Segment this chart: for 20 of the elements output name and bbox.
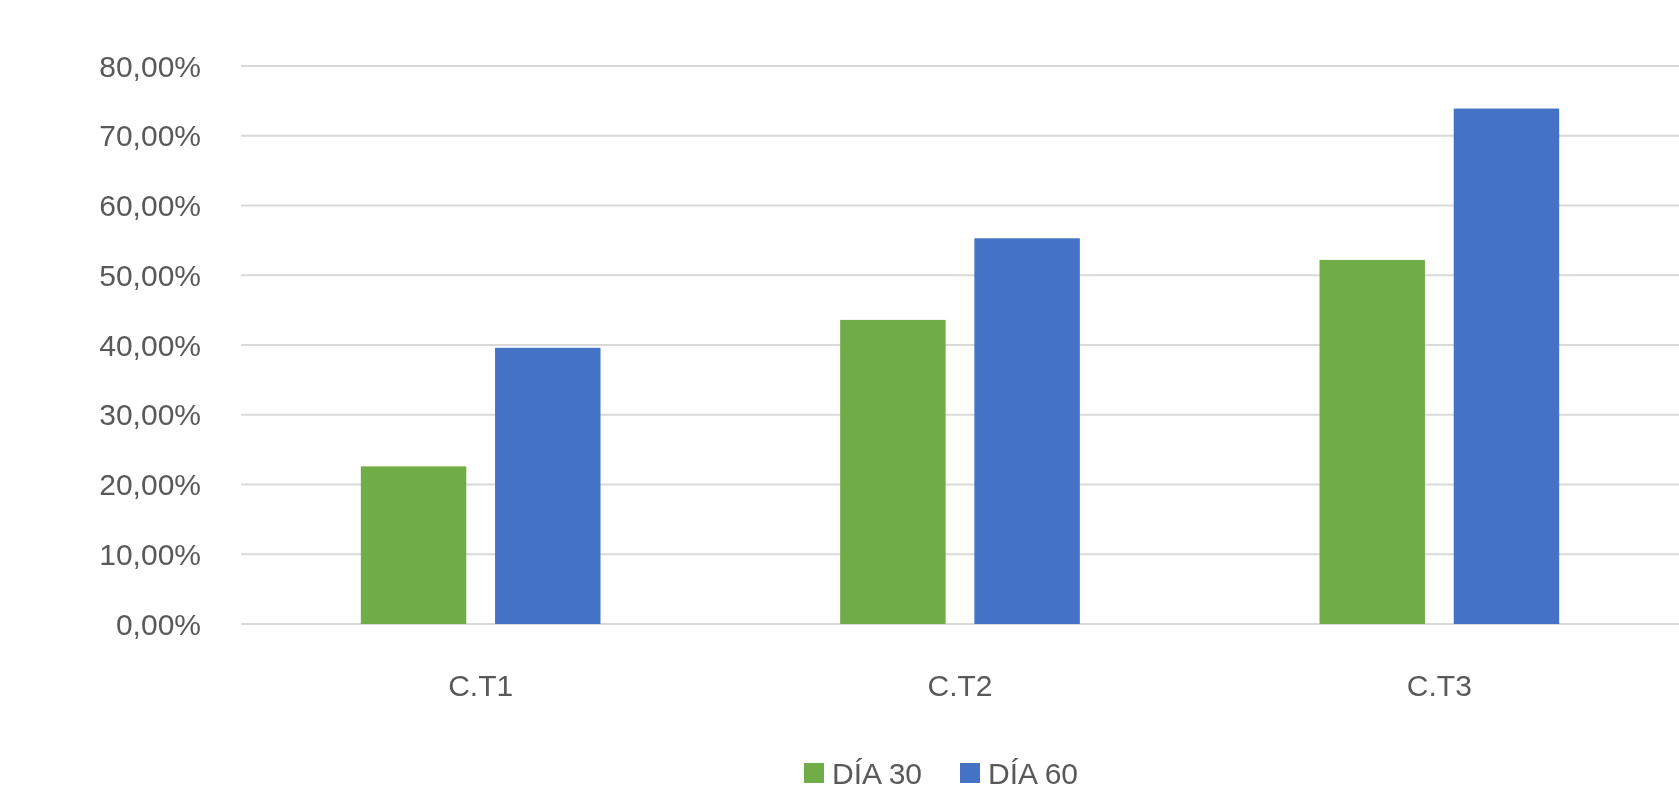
bar [1319, 259, 1425, 624]
y-tick-label: 30,00% [99, 398, 201, 432]
bar [840, 319, 946, 624]
y-tick-label: 70,00% [99, 119, 201, 153]
y-tick-label: 20,00% [99, 468, 201, 501]
y-tick-label: 50,00% [99, 258, 201, 292]
y-tick-label: 0,00% [115, 607, 201, 641]
bar [1453, 108, 1560, 624]
bar [360, 466, 467, 624]
legend-label: DÍA 60 [988, 756, 1079, 790]
x-tick-label: C.T1 [448, 668, 514, 702]
legend-label: DÍA 30 [832, 756, 923, 790]
y-tick-label: 40,00% [99, 328, 201, 362]
bar [495, 347, 601, 624]
y-tick-label: 80,00% [99, 49, 201, 83]
y-tick-label: 10,00% [99, 537, 201, 571]
bar [974, 238, 1080, 624]
y-tick-label: 60,00% [99, 189, 201, 222]
x-tick-label: C.T2 [927, 668, 993, 702]
x-tick-label: C.T3 [1406, 668, 1472, 702]
